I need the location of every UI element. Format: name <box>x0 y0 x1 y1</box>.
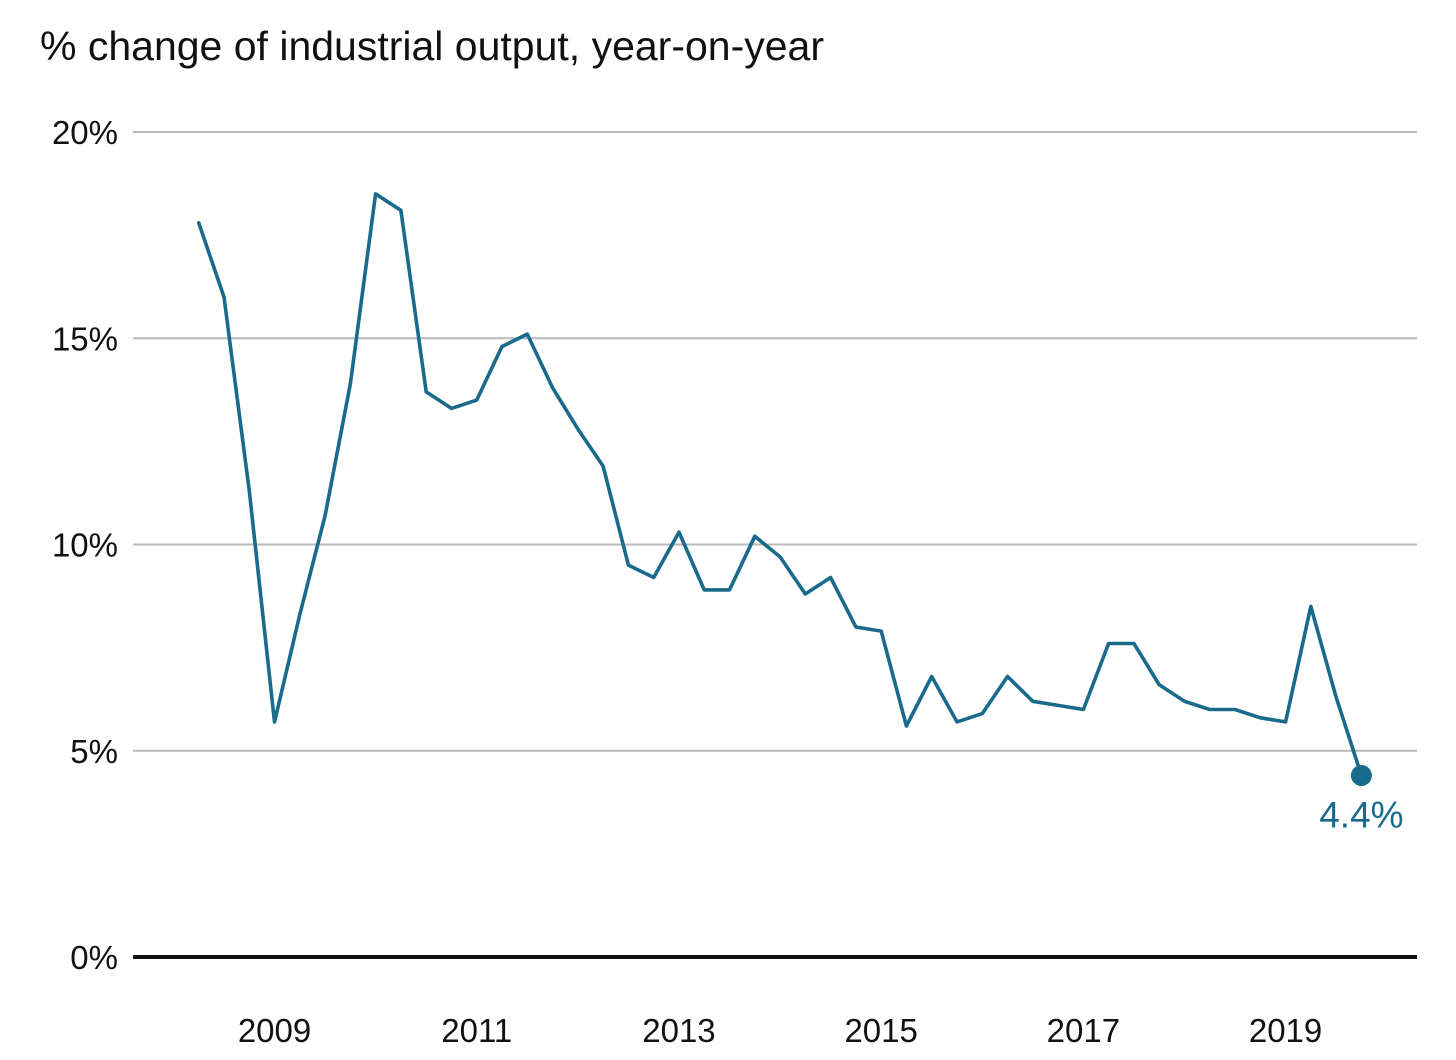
data-point <box>272 719 278 725</box>
data-point <box>651 575 657 581</box>
data-point <box>676 529 682 535</box>
x-tick-label: 2011 <box>441 1012 512 1049</box>
data-point <box>802 591 808 597</box>
x-tick-label: 2015 <box>844 1012 917 1049</box>
data-point <box>701 587 707 593</box>
series-line <box>196 192 1364 778</box>
data-point <box>777 554 783 560</box>
data-point <box>221 294 227 300</box>
data-point <box>196 220 202 226</box>
data-point <box>474 397 480 403</box>
data-point <box>954 719 960 725</box>
data-point <box>322 513 328 519</box>
data-point <box>1207 707 1213 713</box>
chart-title: % change of industrial output, year-on-y… <box>40 23 824 69</box>
data-point <box>347 381 353 387</box>
end-value-label: 4.4% <box>1319 795 1403 836</box>
annotations: 4.4% <box>1319 795 1403 836</box>
x-tick-label: 2009 <box>238 1012 311 1049</box>
y-axis-ticks: 0% 5% 10% 15% 20% <box>52 114 118 976</box>
data-point <box>1131 641 1137 647</box>
data-point <box>398 207 404 213</box>
x-tick-label: 2019 <box>1249 1012 1322 1049</box>
data-point <box>1308 603 1314 609</box>
data-point <box>1283 719 1289 725</box>
y-tick-label: 0% <box>70 939 118 976</box>
data-point <box>979 711 985 717</box>
x-tick-label: 2017 <box>1047 1012 1120 1049</box>
y-tick-label: 20% <box>52 114 118 151</box>
data-point <box>625 562 631 568</box>
data-point <box>600 463 606 469</box>
data-point <box>878 628 884 634</box>
data-point <box>828 575 834 581</box>
data-point <box>1333 694 1339 700</box>
data-point <box>448 405 454 411</box>
data-point <box>1106 641 1112 647</box>
data-point <box>1080 707 1086 713</box>
y-tick-label: 15% <box>52 320 118 357</box>
data-point <box>903 723 909 729</box>
end-point-marker <box>1350 765 1372 786</box>
data-point <box>1232 707 1238 713</box>
data-point <box>929 674 935 680</box>
data-point <box>727 587 733 593</box>
gridlines <box>133 131 1417 959</box>
x-tick-label: 2013 <box>642 1012 715 1049</box>
x-axis-ticks: 2009 2011 2013 2015 2017 2019 <box>238 1012 1322 1049</box>
data-point <box>297 612 303 618</box>
data-point <box>853 624 859 630</box>
data-point <box>499 344 505 350</box>
data-point <box>1257 715 1263 721</box>
data-point <box>1181 698 1187 704</box>
y-tick-label: 10% <box>52 527 118 564</box>
data-point <box>1055 702 1061 708</box>
data-point <box>246 488 252 494</box>
data-point <box>423 389 429 395</box>
data-point <box>373 191 379 197</box>
data-point <box>752 533 758 539</box>
data-point <box>575 426 581 432</box>
data-point <box>524 331 530 337</box>
series-layer <box>196 191 1372 786</box>
data-point <box>550 385 556 391</box>
y-tick-label: 5% <box>70 733 118 770</box>
data-point <box>1030 698 1036 704</box>
data-point <box>1156 682 1162 688</box>
data-point <box>1005 674 1011 680</box>
